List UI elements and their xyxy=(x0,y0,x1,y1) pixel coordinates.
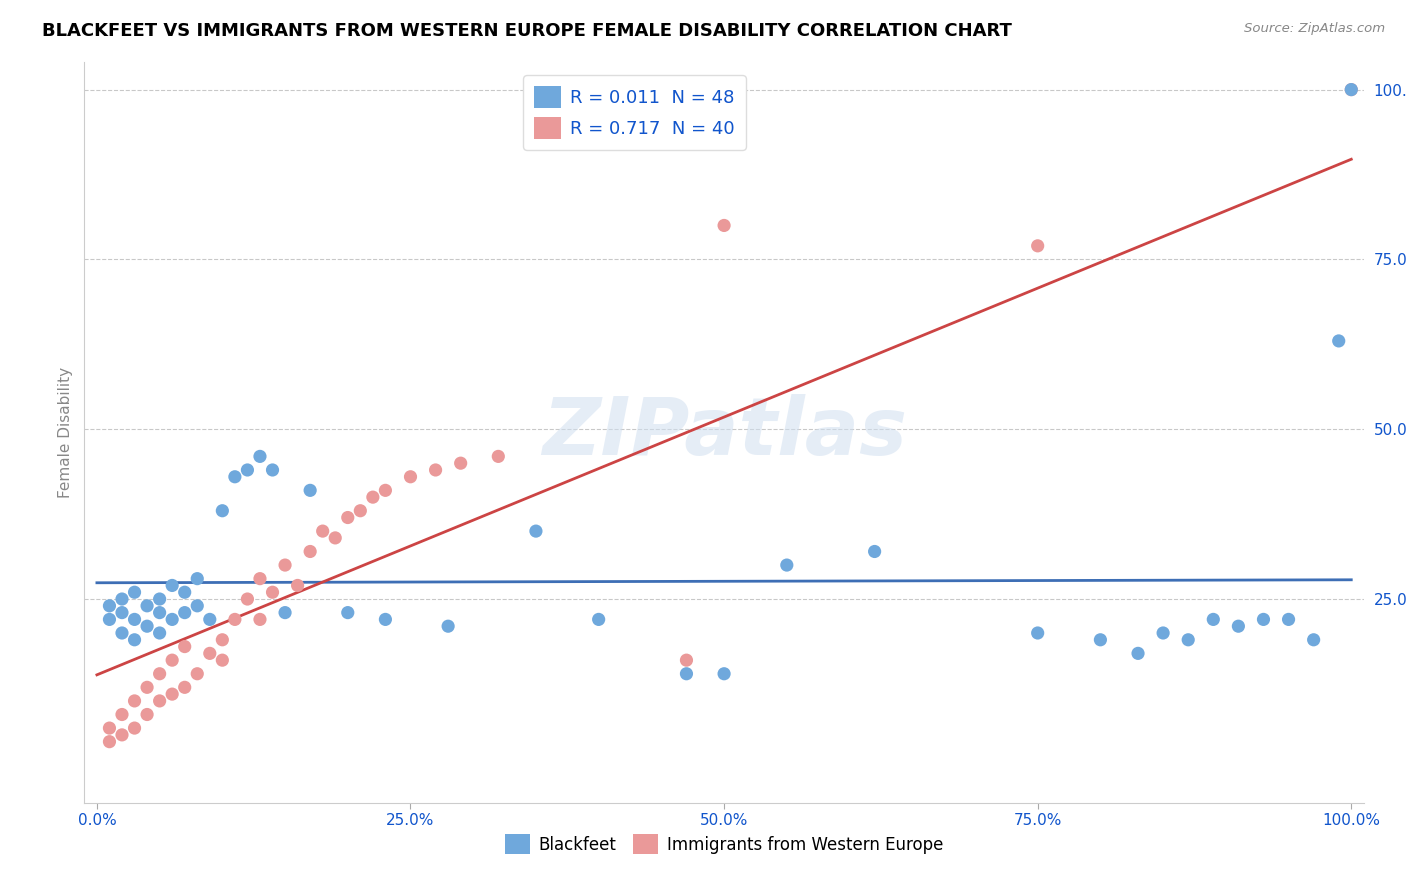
Point xyxy=(224,612,246,626)
Point xyxy=(211,653,233,667)
Point xyxy=(1026,626,1049,640)
Point xyxy=(524,524,547,538)
Point xyxy=(186,572,208,586)
Point xyxy=(274,558,297,572)
Point xyxy=(336,510,359,524)
Point xyxy=(136,599,159,613)
Point xyxy=(1253,612,1275,626)
Point xyxy=(236,463,259,477)
Point xyxy=(211,632,233,647)
Point xyxy=(336,606,359,620)
Point xyxy=(1340,82,1362,96)
Point xyxy=(1227,619,1250,633)
Point xyxy=(1177,632,1199,647)
Point xyxy=(111,728,134,742)
Point xyxy=(160,687,183,701)
Point xyxy=(136,681,159,695)
Point xyxy=(149,626,172,640)
Point xyxy=(173,606,195,620)
Point xyxy=(349,504,371,518)
Point xyxy=(249,572,271,586)
Point xyxy=(374,612,396,626)
Point xyxy=(186,599,208,613)
Text: BLACKFEET VS IMMIGRANTS FROM WESTERN EUROPE FEMALE DISABILITY CORRELATION CHART: BLACKFEET VS IMMIGRANTS FROM WESTERN EUR… xyxy=(42,22,1012,40)
Point xyxy=(1202,612,1225,626)
Point xyxy=(776,558,799,572)
Point xyxy=(863,544,886,558)
Point xyxy=(124,612,146,626)
Point xyxy=(124,694,146,708)
Point xyxy=(312,524,335,538)
Point xyxy=(1302,632,1324,647)
Point xyxy=(186,666,208,681)
Point xyxy=(160,612,183,626)
Point xyxy=(136,619,159,633)
Point xyxy=(98,612,121,626)
Point xyxy=(211,504,233,518)
Point xyxy=(111,592,134,607)
Point xyxy=(425,463,447,477)
Point xyxy=(675,653,697,667)
Text: Source: ZipAtlas.com: Source: ZipAtlas.com xyxy=(1244,22,1385,36)
Point xyxy=(437,619,460,633)
Point xyxy=(198,646,221,660)
Point xyxy=(1277,612,1299,626)
Point xyxy=(149,606,172,620)
Point xyxy=(111,626,134,640)
Point xyxy=(274,606,297,620)
Point xyxy=(262,585,284,599)
Y-axis label: Female Disability: Female Disability xyxy=(58,367,73,499)
Point xyxy=(149,592,172,607)
Point xyxy=(262,463,284,477)
Point xyxy=(149,666,172,681)
Point xyxy=(399,469,422,483)
Point xyxy=(450,456,472,470)
Point xyxy=(198,612,221,626)
Legend: Blackfeet, Immigrants from Western Europe: Blackfeet, Immigrants from Western Europ… xyxy=(499,828,949,861)
Point xyxy=(173,681,195,695)
Point xyxy=(98,599,121,613)
Point xyxy=(124,632,146,647)
Point xyxy=(160,578,183,592)
Point xyxy=(1152,626,1174,640)
Point xyxy=(173,640,195,654)
Point xyxy=(713,219,735,233)
Point xyxy=(588,612,610,626)
Point xyxy=(713,666,735,681)
Point xyxy=(299,483,322,498)
Point xyxy=(299,544,322,558)
Point xyxy=(124,585,146,599)
Point xyxy=(675,666,697,681)
Point xyxy=(98,721,121,735)
Point xyxy=(124,721,146,735)
Point xyxy=(136,707,159,722)
Point xyxy=(111,606,134,620)
Point xyxy=(374,483,396,498)
Point xyxy=(160,653,183,667)
Point xyxy=(1126,646,1149,660)
Point xyxy=(98,734,121,748)
Point xyxy=(486,450,509,464)
Point xyxy=(249,612,271,626)
Point xyxy=(111,707,134,722)
Point xyxy=(149,694,172,708)
Point xyxy=(1340,82,1362,96)
Point xyxy=(287,578,309,592)
Point xyxy=(1327,334,1350,348)
Point xyxy=(224,469,246,483)
Point xyxy=(323,531,346,545)
Point xyxy=(249,450,271,464)
Point xyxy=(1090,632,1112,647)
Point xyxy=(173,585,195,599)
Point xyxy=(1026,239,1049,253)
Text: ZIPatlas: ZIPatlas xyxy=(541,393,907,472)
Point xyxy=(236,592,259,607)
Point xyxy=(361,490,384,504)
